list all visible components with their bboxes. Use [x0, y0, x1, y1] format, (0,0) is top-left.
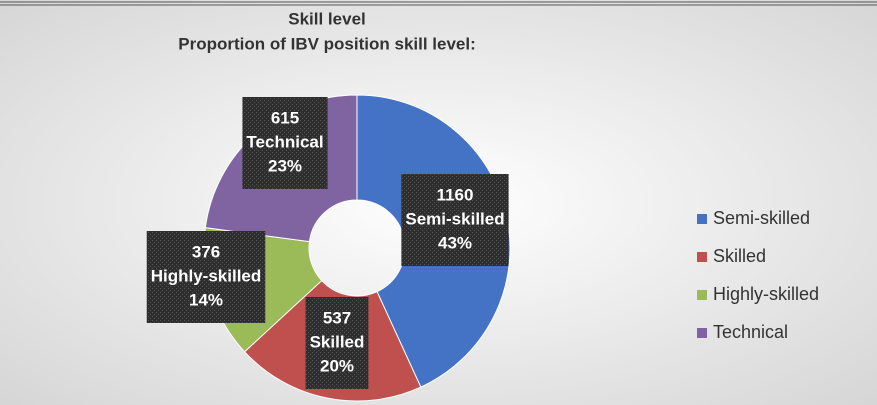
data-label-text: Highly-skilled — [151, 266, 262, 285]
legend-swatch — [697, 290, 707, 300]
data-label-text: 14% — [189, 290, 223, 309]
data-label-text: 43% — [438, 233, 472, 252]
data-label-box — [305, 297, 369, 389]
legend-label: Technical — [713, 322, 788, 342]
data-label-box — [401, 174, 509, 266]
data-label-text: Semi-skilled — [405, 209, 504, 228]
legend: Semi-skilled Skilled Highly-skilled Technic… — [697, 208, 819, 342]
legend-label: Semi-skilled — [713, 208, 810, 228]
legend-swatch — [697, 328, 707, 338]
legend-label: Highly-skilled — [713, 284, 819, 304]
data-label-box — [146, 231, 266, 323]
data-label-text: 1160 — [437, 185, 474, 204]
data-label: 537 Skilled 20% — [305, 297, 369, 389]
legend-swatch — [697, 214, 707, 224]
data-label-box — [242, 97, 328, 189]
data-label-text: 23% — [268, 156, 302, 175]
data-label: 376 Highly-skilled 14% — [146, 231, 266, 323]
data-label: 615 Technical 23% — [242, 97, 328, 189]
data-label-text: Skilled — [310, 332, 365, 351]
data-label-text: 537 — [323, 308, 351, 327]
legend-label: Skilled — [713, 246, 766, 266]
data-label-text: 20% — [320, 356, 354, 375]
data-label-text: Technical — [246, 132, 323, 151]
chart-subtitle: Proportion of IBV position skill level: — [178, 34, 476, 53]
data-label-text: 376 — [192, 242, 220, 261]
data-label: 1160 Semi-skilled 43% — [401, 174, 509, 266]
legend-swatch — [697, 252, 707, 262]
chart-title: Skill level — [288, 9, 366, 28]
data-labels: 1160 Semi-skilled 43% 537 Skilled 20% 376 Highl… — [146, 97, 509, 389]
data-label-text: 615 — [271, 108, 299, 127]
